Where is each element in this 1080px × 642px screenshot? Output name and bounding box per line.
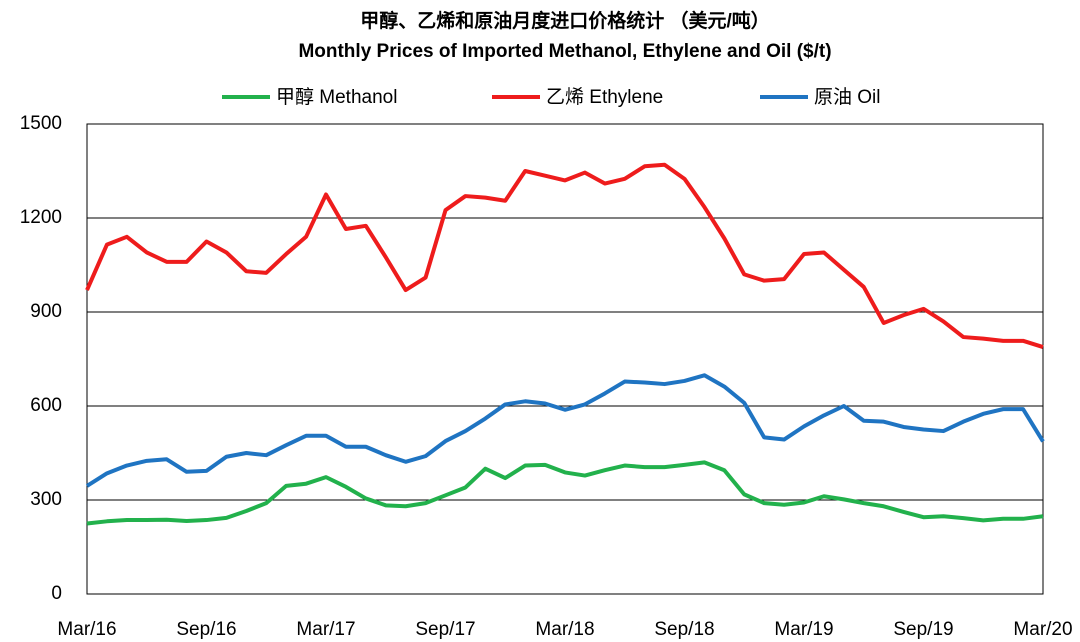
x-tick-label: Sep/19 [893, 619, 953, 640]
x-tick-label: Mar/17 [296, 619, 355, 640]
line-series [85, 373, 1045, 488]
x-tick-label: Mar/19 [774, 619, 833, 640]
legend-label: 甲醇 Methanol [276, 86, 397, 108]
legend-label: 原油 Oil [814, 86, 881, 108]
x-tick-label: Mar/20 [1013, 619, 1072, 640]
legend-label: 乙烯 Ethylene [546, 86, 663, 108]
line-series [85, 162, 1044, 350]
x-tick-label: Sep/18 [654, 619, 714, 640]
x-tick-label: Sep/17 [415, 619, 475, 640]
line-series [86, 460, 1044, 526]
y-tick-label: 900 [30, 301, 62, 322]
y-tick-label: 600 [30, 395, 62, 416]
x-tick-label: Sep/16 [176, 619, 236, 640]
chart-subtitle: Monthly Prices of Imported Methanol, Eth… [298, 41, 831, 62]
y-tick-label: 1500 [20, 113, 62, 134]
y-tick-label: 1200 [20, 207, 62, 228]
plot-border [86, 123, 1044, 595]
x-tick-label: Mar/16 [57, 619, 116, 640]
y-tick-label: 300 [30, 489, 62, 510]
x-tick-label: Mar/18 [535, 619, 594, 640]
chart-title: 甲醇、乙烯和原油月度进口价格统计 （美元/吨） [360, 9, 770, 32]
y-tick-label: 0 [51, 583, 62, 604]
